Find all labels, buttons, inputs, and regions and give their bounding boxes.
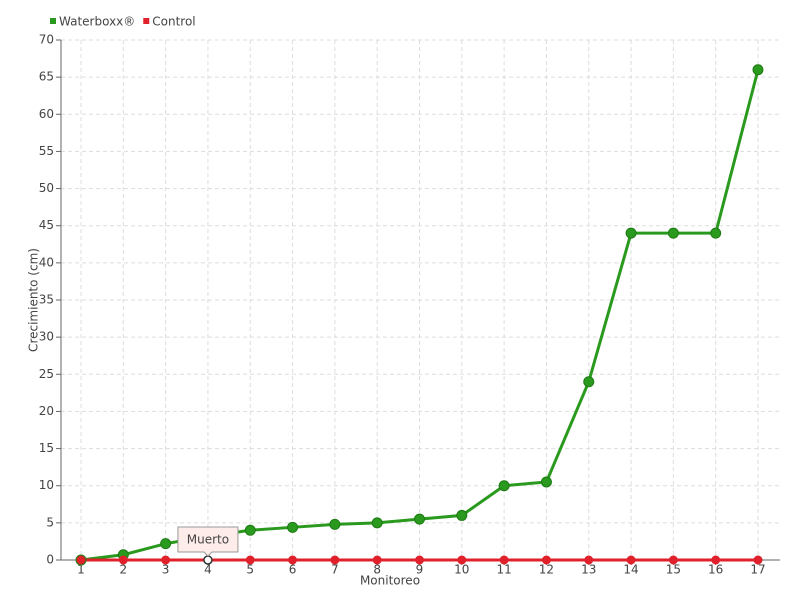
point — [456, 509, 468, 521]
point — [288, 555, 298, 565]
x-tick-label: 7 — [331, 563, 339, 577]
legend-label: Waterboxx® — [59, 15, 135, 29]
x-tick-label: 12 — [539, 563, 554, 577]
point — [667, 227, 679, 239]
point — [371, 517, 383, 529]
legend-label: Control — [152, 15, 195, 29]
x-tick-label: 14 — [623, 563, 638, 577]
point — [76, 555, 86, 565]
point — [118, 555, 128, 565]
y-tick-label: 60 — [39, 107, 54, 121]
x-tick-label: 11 — [496, 563, 511, 577]
point — [541, 555, 551, 565]
y-tick-label: 10 — [39, 478, 54, 492]
point — [752, 64, 764, 76]
x-tick-label: 2 — [119, 563, 127, 577]
point — [540, 476, 552, 488]
y-tick-label: 5 — [46, 515, 54, 529]
point — [244, 524, 256, 536]
point — [583, 376, 595, 388]
annotation: Muerto — [177, 526, 239, 557]
x-tick-label: 4 — [204, 563, 212, 577]
point — [415, 555, 424, 565]
point — [372, 555, 382, 565]
point — [753, 555, 763, 565]
x-tick-label: 6 — [289, 563, 297, 577]
point — [498, 480, 510, 492]
x-tick-label: 9 — [416, 563, 424, 577]
y-tick-label: 40 — [39, 255, 54, 269]
legend-swatch — [50, 18, 56, 24]
y-tick-label: 15 — [39, 441, 54, 455]
y-tick-label: 20 — [39, 404, 54, 418]
point — [710, 227, 722, 239]
point — [711, 555, 721, 565]
y-axis-label: Crecimiento (cm) — [27, 248, 41, 352]
x-tick-label: 17 — [750, 563, 765, 577]
x-tick-label: 1 — [77, 563, 85, 577]
x-tick-label: 13 — [581, 563, 596, 577]
y-tick-label: 70 — [39, 33, 54, 47]
x-tick-label: 10 — [454, 563, 469, 577]
point — [245, 555, 255, 565]
y-tick-label: 30 — [39, 330, 54, 344]
point — [160, 538, 172, 550]
legend-swatch — [143, 18, 150, 24]
point — [414, 513, 425, 525]
point — [203, 555, 213, 565]
y-tick-label: 50 — [39, 181, 54, 195]
y-tick-label: 25 — [39, 367, 54, 381]
point — [584, 555, 594, 565]
point — [161, 555, 171, 565]
annotation-text: Muerto — [187, 533, 229, 547]
point — [287, 521, 299, 533]
point — [329, 518, 341, 530]
point — [457, 555, 467, 565]
x-axis-label: Monitoreo — [360, 574, 420, 588]
x-tick-label: 15 — [666, 563, 681, 577]
x-tick-label: 16 — [708, 563, 723, 577]
x-tick-label: 5 — [246, 563, 254, 577]
y-tick-label: 65 — [39, 70, 54, 84]
point — [625, 227, 637, 239]
point — [668, 555, 678, 565]
y-tick-label: 45 — [39, 218, 54, 232]
x-tick-label: 8 — [373, 563, 381, 577]
y-tick-label: 0 — [46, 553, 54, 567]
annotation-box — [177, 526, 239, 557]
point — [330, 555, 340, 565]
y-tick-label: 35 — [39, 293, 54, 307]
x-tick-label: 3 — [162, 563, 170, 577]
point — [626, 555, 636, 565]
point — [499, 555, 509, 565]
y-tick-label: 55 — [39, 144, 54, 158]
